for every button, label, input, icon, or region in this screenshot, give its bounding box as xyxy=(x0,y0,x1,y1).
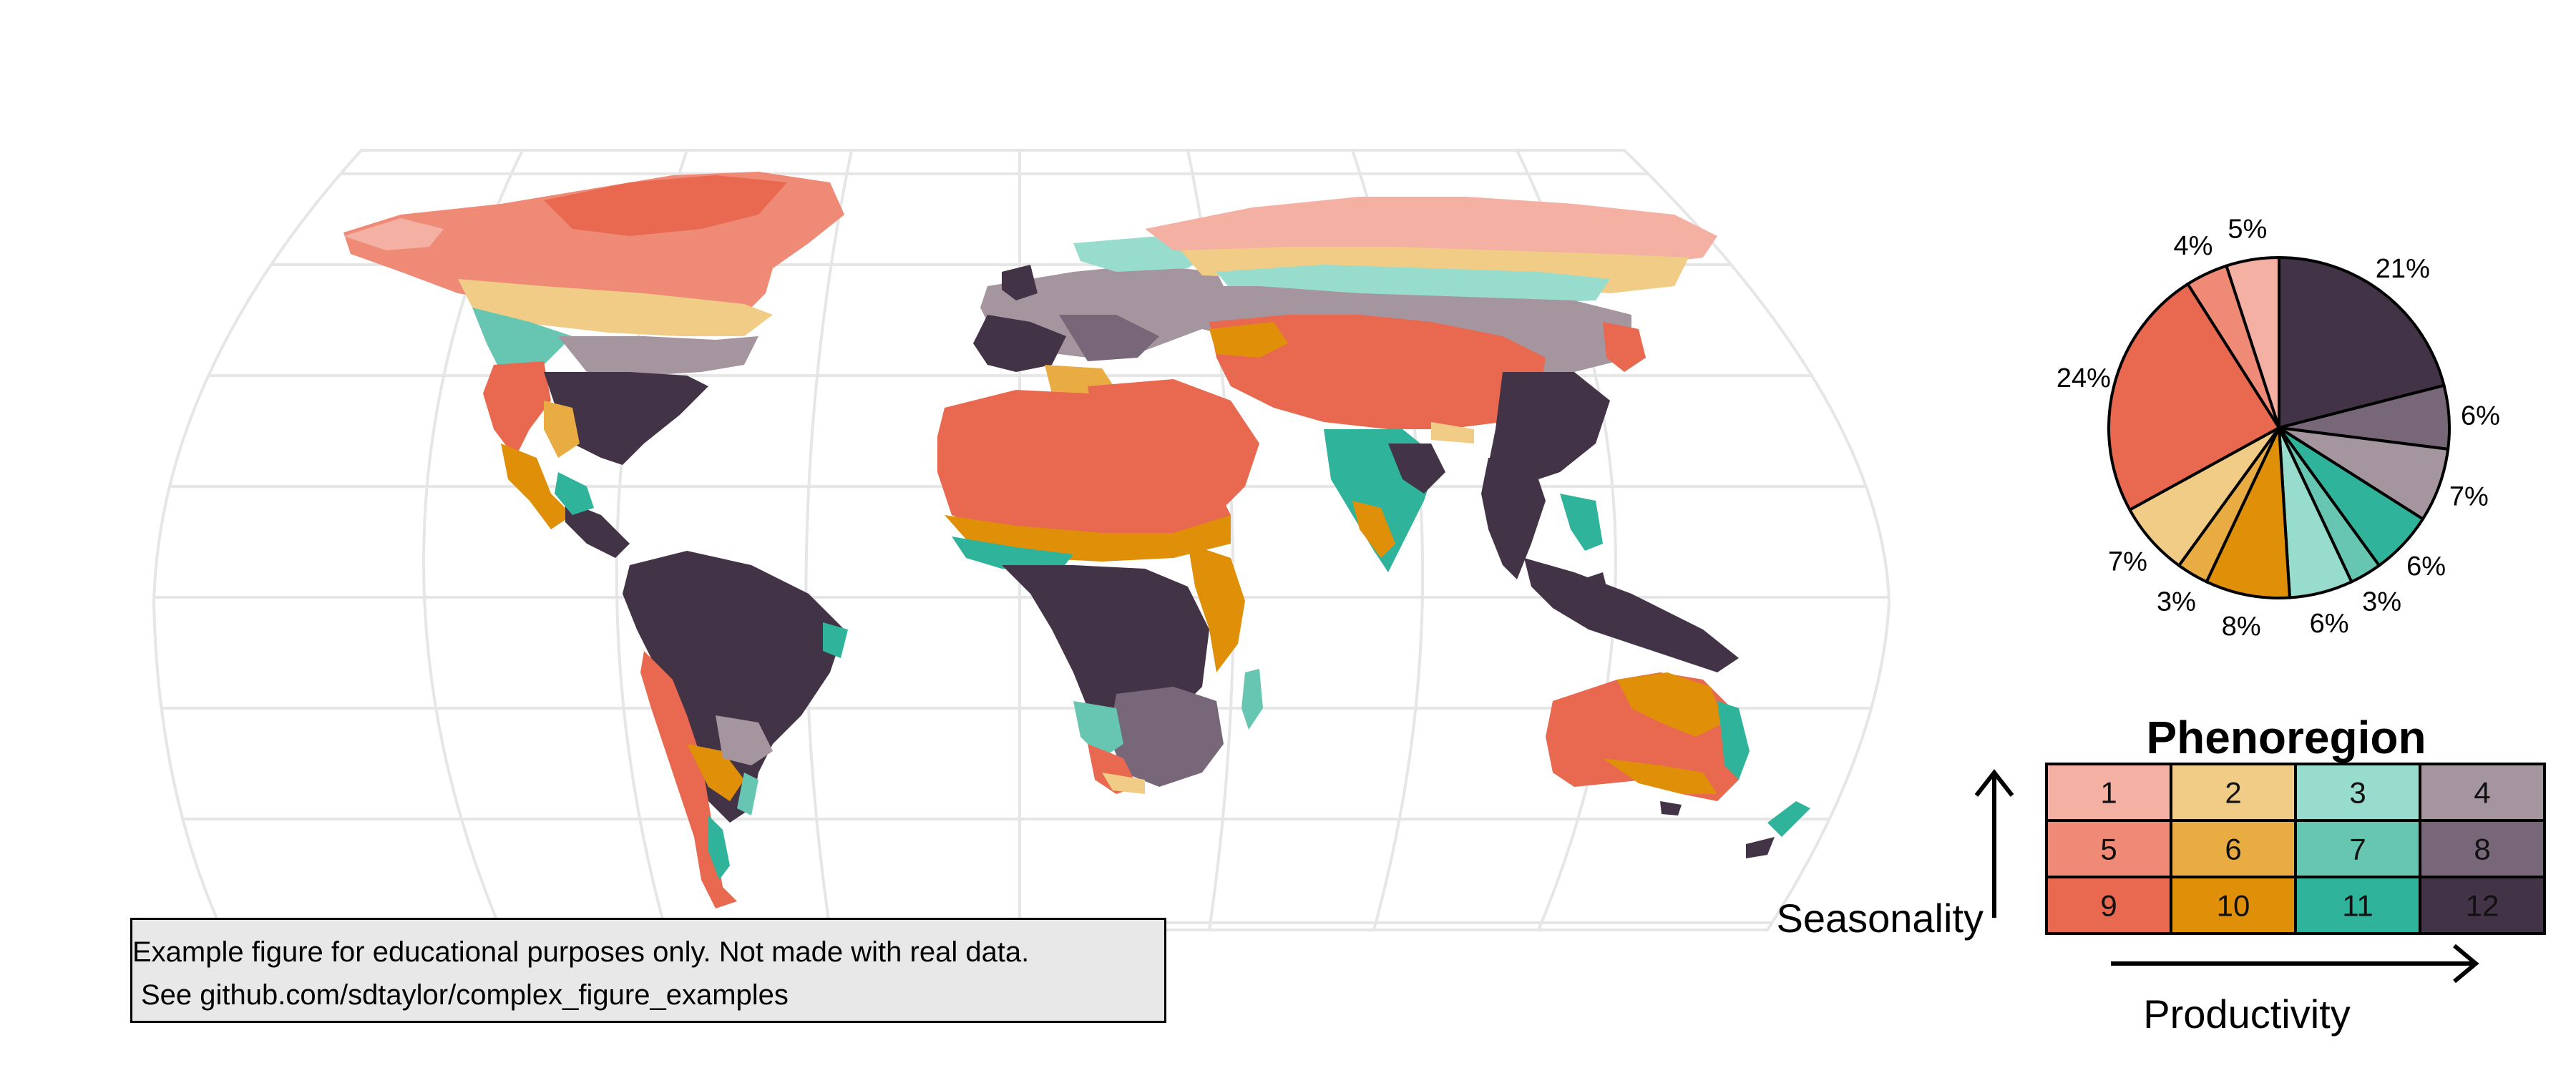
legend-cell-label-7: 7 xyxy=(2349,833,2366,866)
landmass-africa xyxy=(937,390,1263,794)
productivity-arrowhead-icon xyxy=(2453,944,2479,984)
pie-label-region-9: 24% xyxy=(2057,363,2111,393)
world-map xyxy=(152,149,1891,931)
pie-label-region-11: 6% xyxy=(2406,552,2446,582)
landmass-south-america xyxy=(623,551,848,908)
pie-label-region-1: 5% xyxy=(2228,214,2267,244)
legend-cell-9 xyxy=(2045,876,2172,935)
landmass-australia xyxy=(1546,672,1810,858)
productivity-label: Productivity xyxy=(2143,991,2350,1037)
legend-grid: 1 2 3 45 6 7 89 10 11 12 xyxy=(2045,763,2546,935)
map-outline xyxy=(152,149,1891,931)
legend-cell-label-2: 2 xyxy=(2225,776,2241,810)
pie-slice-region-9 xyxy=(2107,282,2281,512)
disclaimer-line-1: Example figure for educational purposes … xyxy=(132,936,1030,968)
pie-label-region-3: 6% xyxy=(2310,609,2349,639)
disclaimer-note: Example figure for educational purposes … xyxy=(130,918,1166,1023)
pie-slice-region-10 xyxy=(2204,427,2292,599)
legend-cell-12 xyxy=(2419,876,2546,935)
legend-cell-label-9: 9 xyxy=(2100,889,2117,923)
landmass-north-america xyxy=(343,172,844,558)
legend-cell-label-12: 12 xyxy=(2466,889,2499,923)
pie-slice-region-1 xyxy=(2224,255,2280,428)
legend-cell-1 xyxy=(2045,763,2172,822)
legend-cell-label-6: 6 xyxy=(2225,833,2241,866)
pie-label-region-2: 7% xyxy=(2108,547,2147,577)
legend-cell-10 xyxy=(2170,876,2297,935)
legend-cell-11 xyxy=(2294,876,2421,935)
legend-cell-label-4: 4 xyxy=(2474,776,2490,810)
disclaimer-line-2: See github.com/sdtaylor/complex_figure_e… xyxy=(141,979,789,1011)
legend-title: Phenoregion xyxy=(2146,712,2426,763)
land-masses xyxy=(343,172,1810,908)
pie-label-region-5: 4% xyxy=(2173,231,2212,261)
legend-cell-4 xyxy=(2419,763,2546,822)
seasonality-arrowhead-icon xyxy=(1974,769,2014,797)
pie-slice-region-2 xyxy=(2127,426,2280,568)
pie-label-region-4: 7% xyxy=(2449,482,2489,512)
pie-label-region-12: 21% xyxy=(2376,254,2430,284)
legend-cell-label-1: 1 xyxy=(2100,776,2117,810)
legend-cell-label-5: 5 xyxy=(2100,833,2117,866)
pie-label-region-8: 6% xyxy=(2461,401,2500,431)
pie-label-region-10: 8% xyxy=(2222,612,2261,642)
legend-cell-8 xyxy=(2419,819,2546,878)
pie-label-region-7: 3% xyxy=(2362,587,2401,617)
legend-cell-5 xyxy=(2045,819,2172,878)
pie-label-region-6: 3% xyxy=(2157,587,2196,617)
legend-cell-label-3: 3 xyxy=(2349,776,2366,810)
legend-cell-3 xyxy=(2294,763,2421,822)
phenoregion-pie-chart: 21%6%7%6%3%6%8%3%7%24%4%5% xyxy=(2057,214,2500,642)
legend-cell-6 xyxy=(2170,819,2297,878)
legend-cell-label-10: 10 xyxy=(2217,889,2250,923)
pie-slice-region-12 xyxy=(2278,255,2446,430)
pie-slice-region-4 xyxy=(2278,426,2450,521)
legend-cell-label-8: 8 xyxy=(2474,833,2490,866)
seasonality-label: Seasonality xyxy=(1776,896,1984,941)
legend-cell-label-11: 11 xyxy=(2342,889,2373,923)
phenoregion-legend: Phenoregion 1 2 3 45 6 7 89 10 11 12 Seasonality … xyxy=(1776,712,2546,1037)
